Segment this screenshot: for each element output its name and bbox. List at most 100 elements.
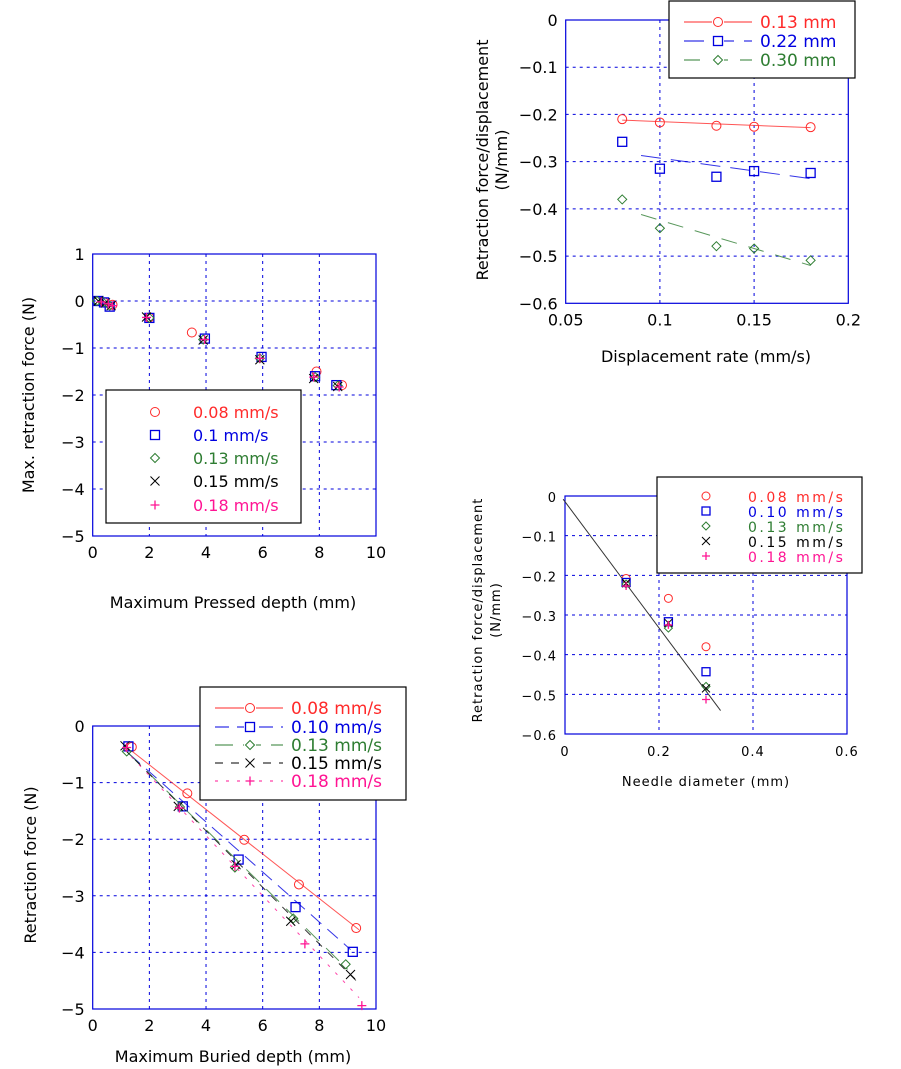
y-tick-label: −0.6 [521, 729, 557, 744]
data-point [182, 788, 193, 799]
legend-marker [244, 721, 256, 733]
legend-marker [150, 476, 160, 486]
x-tick-label: 2 [144, 543, 154, 562]
x-tick-label: 0.4 [741, 745, 765, 760]
y-tick-label: −0.2 [521, 570, 557, 585]
data-point [617, 136, 628, 147]
chart-2: 0 2 4 6 8 10 0 −1 −2 −3 −4 −5 Maximum Buried depth (… [21, 686, 407, 1066]
legend-marker-bg [244, 721, 256, 733]
y-tick-label: −0.3 [521, 610, 557, 625]
data-point [748, 165, 760, 177]
data-point [293, 879, 304, 890]
legend-marker-bg [712, 35, 724, 47]
y-tick-label: −0.3 [519, 153, 558, 172]
x-tick-label: 0.15 [736, 310, 772, 329]
legend-label: 0.15 mm/s [291, 754, 382, 774]
series-fit-line [640, 155, 811, 180]
legend-marker [150, 407, 160, 417]
legend-marker [701, 491, 711, 501]
data-point [663, 623, 674, 633]
y-tick-label: −2 [61, 386, 85, 405]
legend [668, 0, 856, 79]
x-axis-label: Needle diameter (mm) [622, 775, 790, 790]
data-point [748, 243, 760, 254]
x-tick-label: 10 [366, 1016, 386, 1035]
legend-marker [149, 429, 161, 441]
data-point [664, 620, 673, 629]
x-tick-label: 0.2 [647, 745, 671, 760]
x-axis-label: Maximum Buried depth (mm) [115, 1047, 351, 1066]
y-tick-label: −0.2 [519, 105, 558, 124]
x-tick-label: 0.05 [548, 310, 584, 329]
y-tick-label: −0.4 [519, 200, 558, 219]
y-tick-label: 0 [75, 717, 85, 736]
x-tick-label: 8 [314, 543, 324, 562]
data-point [174, 803, 184, 813]
legend-marker [245, 776, 255, 786]
legend-marker [701, 521, 711, 531]
data-point [702, 695, 710, 704]
legend-label: 0.10 mm/s [748, 505, 845, 521]
legend [199, 686, 407, 801]
data-point [96, 297, 106, 307]
x-axis-label: Maximum Pressed depth (mm) [110, 593, 356, 612]
y-tick-label: −5 [61, 527, 85, 546]
x-tick-label: 0 [88, 1016, 98, 1035]
x-tick-label: 6 [258, 543, 268, 562]
x-tick-label: 0.6 [835, 745, 859, 760]
data-point [233, 854, 244, 865]
fit-line [562, 498, 721, 711]
x-tick-label: 10 [366, 543, 386, 562]
data-point [200, 335, 210, 345]
data-point [104, 301, 115, 312]
data-point [331, 379, 342, 391]
legend-marker-bg [712, 54, 724, 66]
series-fit-line [129, 753, 351, 950]
plot-area [92, 253, 377, 537]
legend-marker [712, 35, 724, 47]
x-tick-label: 6 [258, 1016, 268, 1035]
y-tick-label: −1 [61, 339, 85, 358]
data-point [654, 163, 666, 174]
data-point [239, 834, 250, 845]
y-tick-label: −5 [61, 1000, 85, 1019]
legend-label: 0.08 mm/s [748, 490, 845, 506]
legend-marker [702, 552, 710, 560]
legend-marker [245, 703, 255, 713]
series-fit-line [123, 748, 357, 982]
y-tick-label: −0.1 [519, 58, 558, 77]
x-axis-label: Displacement rate (mm/s) [601, 347, 811, 366]
data-point [309, 371, 321, 382]
x-tick-label: 0 [560, 745, 569, 760]
legend-label: 0.13 mm [760, 13, 836, 33]
legend-marker [244, 739, 256, 751]
x-tick-label: 4 [201, 543, 211, 562]
legend-label: 0.1 mm/s [193, 426, 268, 445]
data-point [711, 120, 722, 131]
chart-3: 0.05 0.1 0.15 0.2 0 −0.1 −0.2 −0.3 −0.4 −0.5 −0.6 D… [473, 0, 861, 366]
data-point [805, 167, 816, 179]
y-axis-label: (N/mm) [492, 129, 511, 190]
legend-marker [149, 452, 161, 464]
data-point [351, 923, 362, 934]
data-point [103, 299, 113, 309]
data-point [255, 353, 265, 363]
data-point [654, 117, 665, 128]
y-tick-label: −4 [61, 480, 85, 499]
series-fit-line [640, 214, 811, 267]
x-tick-label: 0.1 [647, 310, 672, 329]
legend-label: 0.08 mm/s [193, 403, 279, 422]
data-point [285, 916, 296, 927]
y-tick-label: −0.1 [521, 531, 557, 546]
legend-marker [713, 17, 723, 27]
data-point [805, 122, 816, 133]
y-tick-label: 0 [75, 292, 85, 311]
x-tick-label: 4 [201, 1016, 211, 1035]
y-tick-label: −0.6 [519, 294, 558, 313]
legend-label: 0.10 mm/s [291, 718, 382, 738]
data-point [288, 913, 299, 924]
series-fit-line [123, 748, 360, 999]
legend-label: 0.13 mm/s [193, 449, 279, 468]
x-tick-label: 8 [314, 1016, 324, 1035]
y-axis-label: Max. retraction force (N) [19, 297, 38, 493]
